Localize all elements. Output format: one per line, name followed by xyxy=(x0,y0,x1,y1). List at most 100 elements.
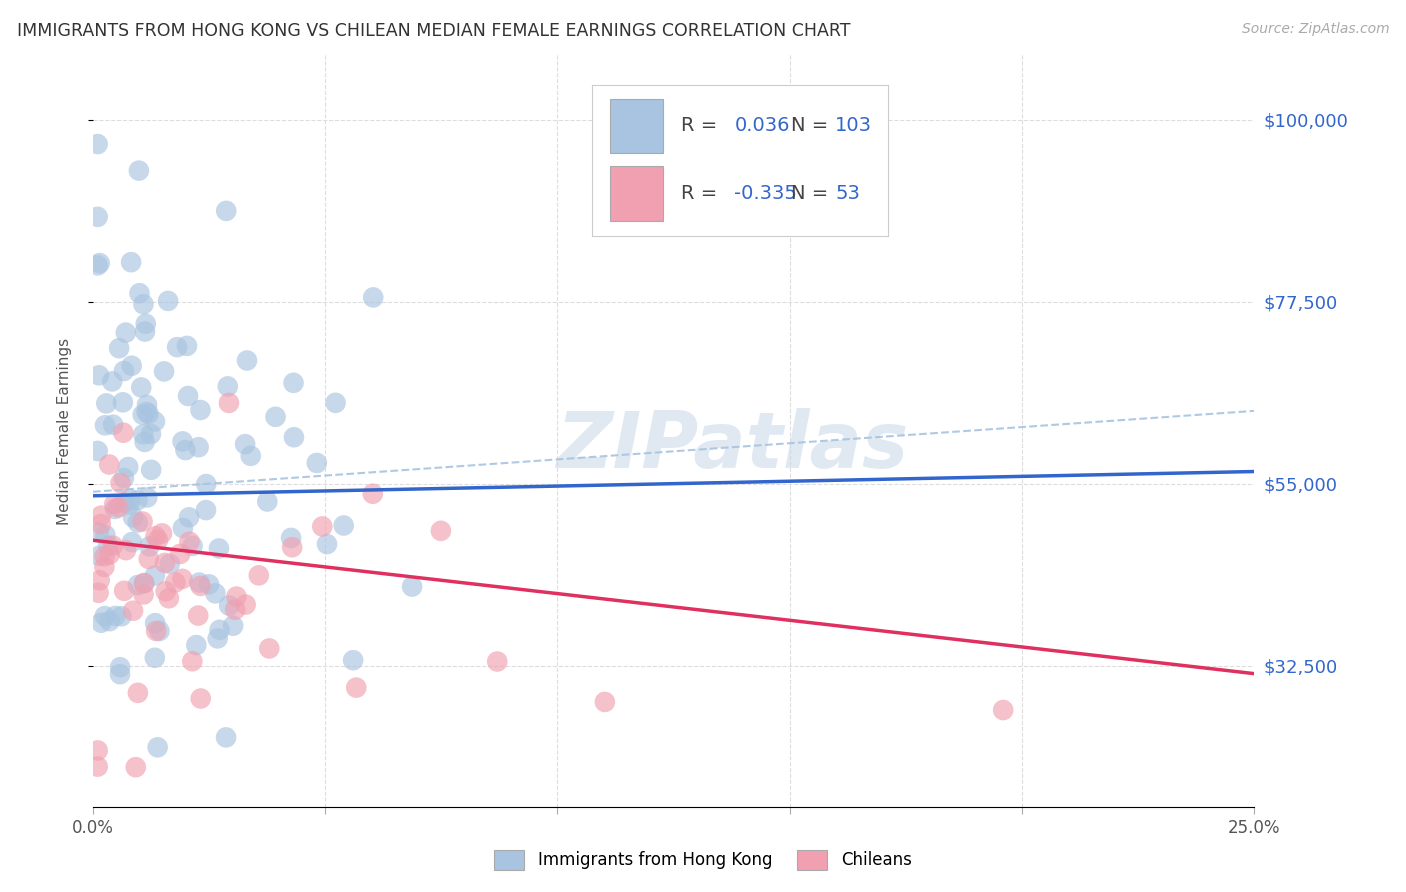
Point xyxy=(89,573,111,587)
Point xyxy=(190,579,212,593)
Point xyxy=(122,604,145,618)
Point xyxy=(174,443,197,458)
Point xyxy=(311,519,333,533)
Point xyxy=(94,609,117,624)
Point xyxy=(222,618,245,632)
Point xyxy=(141,463,163,477)
Point xyxy=(172,434,194,449)
Point xyxy=(991,703,1014,717)
Point xyxy=(165,575,187,590)
Point xyxy=(204,586,226,600)
Point xyxy=(235,598,257,612)
Point xyxy=(145,529,167,543)
Point xyxy=(112,425,135,440)
Point xyxy=(344,681,367,695)
Point xyxy=(86,444,108,458)
Point xyxy=(177,510,200,524)
Point xyxy=(101,417,124,432)
Point xyxy=(125,760,148,774)
Point xyxy=(143,616,166,631)
Point xyxy=(136,398,159,412)
Point xyxy=(280,531,302,545)
Point xyxy=(121,535,143,549)
Point xyxy=(127,516,149,530)
Point xyxy=(215,203,238,218)
Point xyxy=(94,528,117,542)
Point xyxy=(150,526,173,541)
Point xyxy=(186,638,208,652)
Point xyxy=(207,632,229,646)
Point xyxy=(172,572,194,586)
Point xyxy=(132,297,155,311)
Point xyxy=(208,623,231,637)
Point xyxy=(89,549,111,563)
Point xyxy=(127,493,149,508)
Point xyxy=(121,359,143,373)
Point xyxy=(264,409,287,424)
Point xyxy=(132,427,155,442)
Point xyxy=(98,614,121,628)
Point xyxy=(157,591,180,606)
Point xyxy=(115,543,138,558)
Point xyxy=(195,477,218,491)
Point xyxy=(233,437,256,451)
Point xyxy=(283,376,305,390)
Point xyxy=(90,517,112,532)
Point xyxy=(236,353,259,368)
Point xyxy=(127,686,149,700)
Point xyxy=(112,583,135,598)
Point xyxy=(169,547,191,561)
Point xyxy=(87,368,110,383)
Point xyxy=(90,615,112,630)
Point xyxy=(90,508,112,523)
Point xyxy=(153,556,176,570)
Point xyxy=(342,653,364,667)
Point xyxy=(122,510,145,524)
Point xyxy=(283,430,305,444)
Point xyxy=(361,290,384,304)
Point xyxy=(188,575,211,590)
Point xyxy=(129,380,152,394)
Point xyxy=(103,497,125,511)
Point xyxy=(93,560,115,574)
Point xyxy=(118,492,141,507)
Point xyxy=(138,407,160,421)
Point xyxy=(239,449,262,463)
Point xyxy=(281,540,304,554)
Point xyxy=(146,740,169,755)
Point xyxy=(139,427,162,442)
Point xyxy=(181,539,204,553)
Point xyxy=(143,415,166,429)
Point xyxy=(138,552,160,566)
Point xyxy=(361,487,384,501)
Point xyxy=(94,418,117,433)
Point xyxy=(107,500,129,515)
Point xyxy=(187,440,209,454)
Point xyxy=(195,503,218,517)
Point xyxy=(224,602,246,616)
Y-axis label: Median Female Earnings: Median Female Earnings xyxy=(58,337,72,524)
Point xyxy=(401,580,423,594)
Point xyxy=(593,695,616,709)
Point xyxy=(114,326,136,340)
Point xyxy=(97,539,120,553)
Point xyxy=(110,609,132,624)
Point xyxy=(86,743,108,757)
Point xyxy=(108,341,131,355)
Point xyxy=(486,655,509,669)
Point xyxy=(86,210,108,224)
Text: IMMIGRANTS FROM HONG KONG VS CHILEAN MEDIAN FEMALE EARNINGS CORRELATION CHART: IMMIGRANTS FROM HONG KONG VS CHILEAN MED… xyxy=(17,22,851,40)
Point xyxy=(120,255,142,269)
Point xyxy=(98,548,121,562)
Point xyxy=(166,340,188,354)
Point xyxy=(98,458,121,472)
Point xyxy=(132,587,155,601)
Point xyxy=(157,293,180,308)
Point xyxy=(89,256,111,270)
Point xyxy=(217,379,239,393)
Point xyxy=(135,405,157,419)
Point xyxy=(325,396,347,410)
Point xyxy=(86,258,108,272)
Point xyxy=(148,624,170,638)
Point xyxy=(259,641,281,656)
